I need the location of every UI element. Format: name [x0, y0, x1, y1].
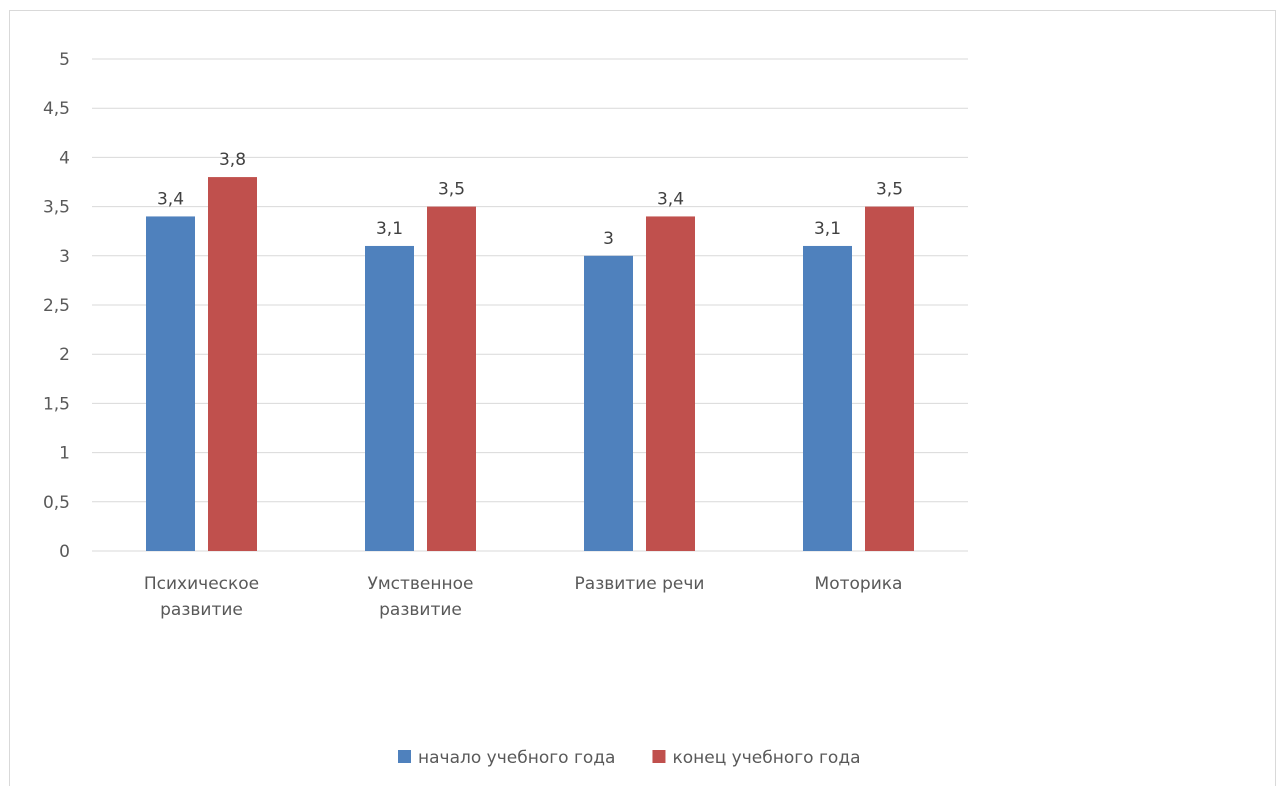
bar: [365, 245, 414, 551]
y-tick-label: 4: [59, 148, 70, 168]
bar: [146, 216, 195, 551]
y-tick-label: 3,5: [43, 198, 70, 218]
data-label: 3,1: [376, 219, 403, 239]
bar: [208, 177, 257, 551]
data-label: 3,5: [438, 180, 465, 200]
data-label: 3,5: [876, 180, 903, 200]
y-tick-label: 1,5: [43, 394, 70, 414]
data-labels: 3,4 3,8 3,1 3,5 3 3,4 3,1 3,5: [157, 150, 903, 249]
bar: [584, 255, 633, 552]
y-tick-label: 3: [59, 247, 70, 267]
y-tick-label: 1: [59, 444, 70, 464]
bar: [865, 206, 914, 551]
x-category-label: Умственное: [367, 574, 473, 594]
x-category-label: развитие: [160, 600, 243, 620]
y-axis-tick-labels: 0 0,5 1 1,5 2 2,5 3 3,5 4 4,5 5: [43, 50, 70, 562]
y-tick-label: 0,5: [43, 493, 70, 513]
y-tick-label: 5: [59, 50, 70, 70]
legend-label: начало учебного года: [418, 748, 615, 768]
legend-swatch: [398, 750, 411, 763]
data-label: 3,1: [814, 219, 841, 239]
data-label: 3: [603, 229, 614, 249]
legend-label: конец учебного года: [672, 748, 860, 768]
data-label: 3,8: [219, 150, 246, 170]
x-category-label: Развитие речи: [575, 574, 705, 594]
data-label: 3,4: [657, 189, 684, 209]
y-tick-label: 0: [59, 542, 70, 562]
bar: [646, 216, 695, 551]
data-label: 3,4: [157, 189, 184, 209]
x-category-label: развитие: [379, 600, 462, 620]
x-category-label: Моторика: [815, 574, 903, 594]
bars: [146, 177, 914, 552]
x-category-label: Психическое: [144, 574, 259, 594]
legend-swatch: [652, 750, 666, 763]
y-tick-label: 2,5: [43, 296, 70, 316]
bar: [803, 245, 852, 551]
y-tick-label: 2: [59, 345, 70, 365]
legend: начало учебного года конец учебного года: [398, 748, 861, 768]
x-axis-category-labels: Психическое развитие Умственное развитие Раз…: [144, 574, 903, 620]
y-tick-label: 4,5: [43, 99, 70, 119]
bar: [427, 206, 476, 551]
